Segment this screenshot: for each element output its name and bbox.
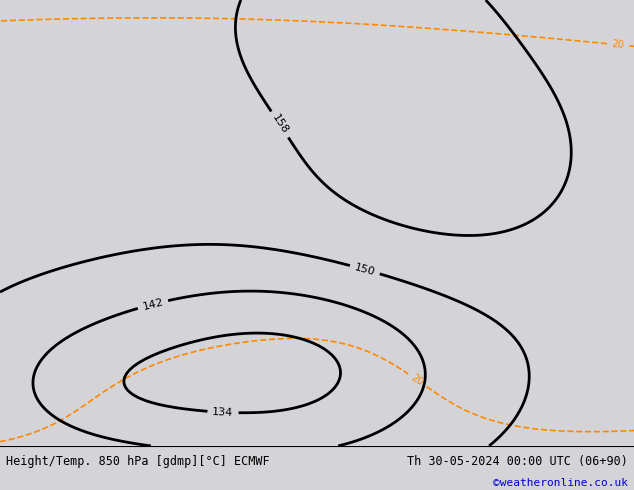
Text: 20: 20 [611, 39, 624, 50]
Text: 150: 150 [353, 262, 377, 277]
Text: 134: 134 [212, 407, 234, 418]
Text: 20: 20 [410, 372, 425, 388]
Text: 158: 158 [270, 113, 290, 136]
Text: 142: 142 [141, 297, 164, 312]
Text: Height/Temp. 850 hPa [gdmp][°C] ECMWF: Height/Temp. 850 hPa [gdmp][°C] ECMWF [6, 455, 270, 468]
Text: ©weatheronline.co.uk: ©weatheronline.co.uk [493, 478, 628, 489]
Text: Th 30-05-2024 00:00 UTC (06+90): Th 30-05-2024 00:00 UTC (06+90) [407, 455, 628, 468]
